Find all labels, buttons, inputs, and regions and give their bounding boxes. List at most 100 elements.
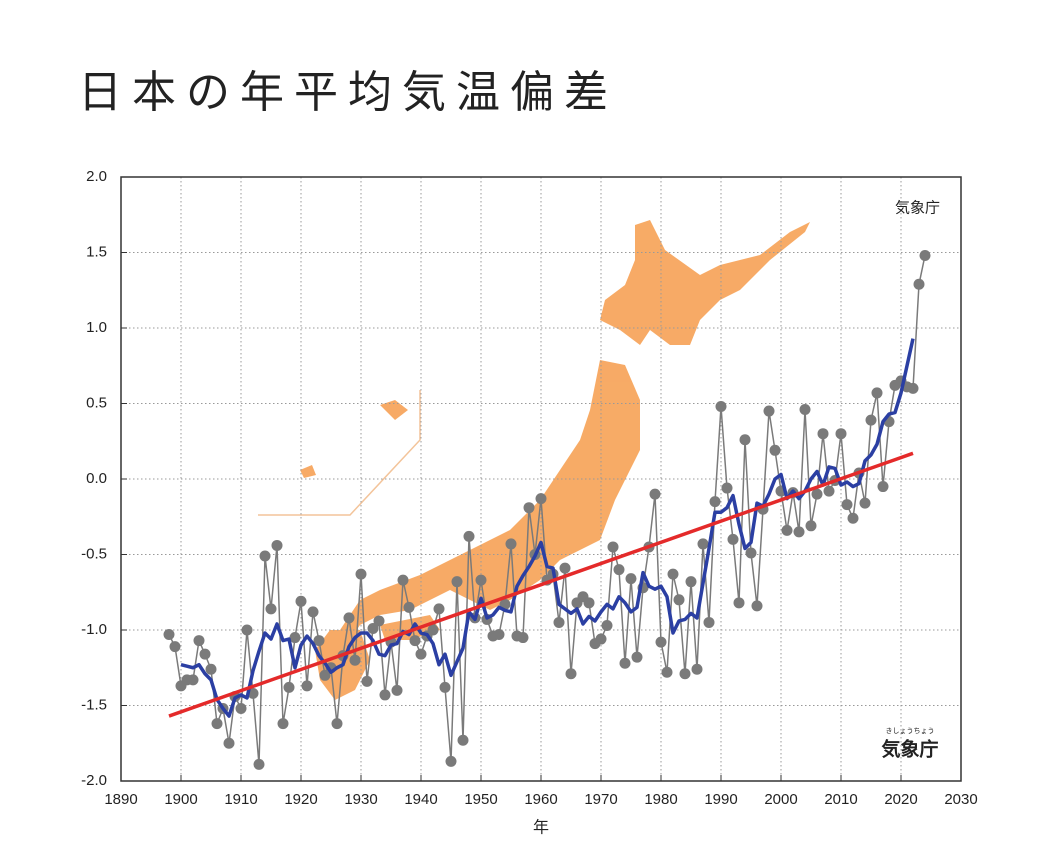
data-point [193,635,205,647]
data-point [349,654,361,666]
data-point [727,533,739,545]
data-point [817,428,829,440]
data-point [709,496,721,508]
data-point [595,633,607,645]
x-tick-label: 2000 [764,791,797,808]
x-tick-label: 1900 [164,791,197,808]
x-tick-label: 1920 [284,791,317,808]
data-point [919,250,931,262]
x-tick-label: 1940 [404,791,437,808]
data-point [415,648,427,660]
data-point [313,635,325,647]
data-point [715,401,727,413]
x-tick-label: 1990 [704,791,737,808]
moving-average-line [180,338,915,718]
data-point [721,482,733,494]
x-tick-label: 1960 [524,791,557,808]
data-point [457,734,469,746]
data-point [913,278,925,290]
x-tick-label: 2020 [884,791,917,808]
x-tick-label: 1970 [584,791,617,808]
data-point [289,632,301,644]
data-point [625,573,637,585]
data-point [613,564,625,576]
data-point [319,669,331,681]
data-point [673,594,685,606]
data-point [301,680,313,692]
data-point [619,657,631,669]
data-point [685,576,697,588]
data-point [559,562,571,574]
data-point [661,666,673,678]
x-tick-label: 1890 [104,791,137,808]
data-point [169,641,181,653]
y-tick-label: -2.0 [81,772,107,789]
data-point [679,668,691,680]
y-tick-label: 0.5 [86,394,107,411]
data-point [367,622,379,634]
data-point [505,538,517,550]
data-point [463,530,475,542]
data-point [565,668,577,680]
inset-frame [258,390,421,516]
data-point [733,597,745,609]
y-tick-label: 1.5 [86,243,107,260]
y-tick-label: 1.0 [86,319,107,336]
data-point [535,493,547,505]
data-point [865,414,877,426]
data-point [607,541,619,553]
x-axis-label: 年 [533,818,549,837]
data-layer [163,250,931,770]
data-point [409,635,421,647]
x-tick-label: 1950 [464,791,497,808]
x-tick-label: 1930 [344,791,377,808]
data-point [205,663,217,675]
data-point [391,684,403,696]
data-point [859,497,871,509]
data-point [523,502,535,514]
data-point [253,758,265,770]
data-point [439,681,451,693]
data-point [433,603,445,615]
logo-ruby: きしょうちょう [886,727,935,735]
data-point [199,648,211,660]
data-point [379,689,391,701]
y-tick-label: 2.0 [86,168,107,185]
data-point [655,636,667,648]
data-point [277,718,289,730]
data-point [601,619,613,631]
data-point [493,629,505,641]
data-point [697,538,709,550]
data-point [331,718,343,730]
data-point [631,651,643,663]
data-point [307,606,319,618]
data-point [265,603,277,615]
data-point [751,600,763,612]
data-point [691,663,703,675]
data-point [223,737,235,749]
plot-frame [120,176,962,782]
data-point [847,512,859,524]
data-point [877,481,889,493]
data-point [769,444,781,456]
data-point [517,632,529,644]
data-point [793,526,805,538]
data-point [583,597,595,609]
data-point [187,674,199,686]
data-point [343,612,355,624]
x-tick-label: 1980 [644,791,677,808]
data-point [295,595,307,607]
data-point [805,520,817,532]
data-point [235,703,247,715]
data-point [553,616,565,628]
y-tick-label: -0.5 [81,545,107,562]
trend-line [168,451,914,718]
data-point [781,524,793,536]
y-tick-label: -1.5 [81,696,107,713]
source-label: 気象庁 [895,199,940,217]
data-point [835,428,847,440]
data-point [475,574,487,586]
x-tick-label: 2030 [944,791,977,808]
data-point [373,615,385,627]
